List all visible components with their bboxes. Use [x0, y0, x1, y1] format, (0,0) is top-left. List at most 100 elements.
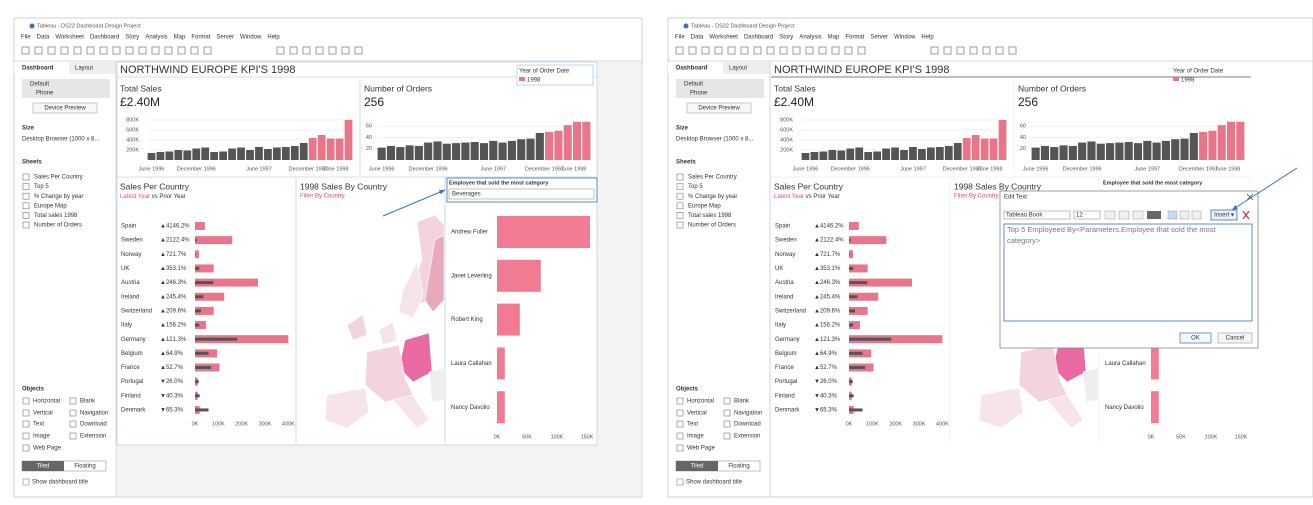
- cancel-button[interactable]: [1217, 332, 1253, 344]
- toggle-label[interactable]: Floating: [74, 464, 95, 470]
- button[interactable]: [686, 102, 752, 114]
- toolbar-icon[interactable]: [341, 46, 350, 55]
- toolbar-icon[interactable]: [34, 46, 43, 55]
- object-item[interactable]: Web Page: [687, 446, 716, 452]
- checkbox[interactable]: [22, 478, 30, 486]
- object-item[interactable]: Download: [734, 422, 761, 428]
- toolbar-icon[interactable]: [138, 46, 147, 55]
- sheet-item[interactable]: Europe Map: [34, 203, 67, 209]
- object-item[interactable]: Horizontal: [687, 399, 714, 405]
- map-country[interactable]: [378, 321, 398, 346]
- format-button[interactable]: [1132, 210, 1144, 220]
- object-item[interactable]: Extension: [734, 434, 760, 440]
- object-item[interactable]: Blank: [80, 399, 96, 405]
- toolbar-icon[interactable]: [328, 46, 337, 55]
- sheet-item[interactable]: Total sales 1998: [34, 213, 78, 219]
- toolbar-icon[interactable]: [956, 46, 965, 55]
- toolbar-icon[interactable]: [766, 46, 775, 55]
- active-tab[interactable]: [668, 62, 723, 74]
- menu-item[interactable]: Server: [216, 35, 234, 41]
- toolbar-icon[interactable]: [125, 46, 134, 55]
- sheet-item[interactable]: Sales Per Country: [34, 175, 83, 181]
- toolbar-icon[interactable]: [164, 46, 173, 55]
- tab[interactable]: Layout: [75, 66, 93, 72]
- menu-item[interactable]: Dashboard: [90, 35, 119, 41]
- tab[interactable]: Layout: [729, 66, 747, 72]
- object-item[interactable]: Blank: [734, 399, 750, 405]
- object-item[interactable]: Navigation: [80, 411, 108, 417]
- ok-button[interactable]: [1179, 332, 1212, 344]
- sheet-item[interactable]: Top 5: [34, 184, 49, 190]
- toolbar-icon[interactable]: [190, 46, 199, 55]
- map-country[interactable]: [424, 234, 445, 313]
- toolbar-icon[interactable]: [701, 46, 710, 55]
- align-button[interactable]: [1179, 210, 1190, 220]
- sheet-item[interactable]: Total sales 1998: [688, 213, 732, 219]
- object-item[interactable]: Horizontal: [33, 399, 60, 405]
- menu-item[interactable]: Format: [845, 35, 864, 41]
- toolbar-icon[interactable]: [740, 46, 749, 55]
- toolbar-icon[interactable]: [779, 46, 788, 55]
- format-button[interactable]: [1118, 210, 1130, 220]
- object-item[interactable]: Web Page: [33, 446, 62, 452]
- format-button[interactable]: [1104, 210, 1116, 220]
- menu-item[interactable]: Analysis: [799, 35, 821, 41]
- device-item[interactable]: Default: [684, 82, 703, 88]
- object-item[interactable]: Download: [80, 422, 107, 428]
- menu-item[interactable]: Server: [870, 35, 888, 41]
- toolbar-icon[interactable]: [276, 46, 285, 55]
- toolbar-icon[interactable]: [60, 46, 69, 55]
- toolbar-icon[interactable]: [930, 46, 939, 55]
- toolbar-icon[interactable]: [969, 46, 978, 55]
- toolbar-icon[interactable]: [1008, 46, 1017, 55]
- insert-button[interactable]: [1210, 209, 1238, 221]
- toggle-active[interactable]: [22, 461, 64, 471]
- toggle-label[interactable]: Tiled: [691, 464, 704, 470]
- object-item[interactable]: Vertical: [33, 411, 53, 417]
- sheet-item[interactable]: Top 5: [688, 184, 703, 190]
- sheet-item[interactable]: Europe Map: [688, 203, 721, 209]
- toolbar-icon[interactable]: [73, 46, 82, 55]
- device-item[interactable]: Default: [30, 82, 49, 88]
- map-country[interactable]: [978, 387, 1024, 429]
- toggle-label[interactable]: Floating: [728, 464, 749, 470]
- sheet-item[interactable]: Sales Per Country: [688, 175, 737, 181]
- object-item[interactable]: Text: [33, 422, 44, 428]
- toolbar-icon[interactable]: [47, 46, 56, 55]
- toolbar-icon[interactable]: [354, 46, 363, 55]
- device-item[interactable]: Phone: [690, 91, 708, 97]
- checkbox[interactable]: [676, 478, 684, 486]
- menu-item[interactable]: Data: [691, 35, 704, 41]
- object-item[interactable]: Image: [33, 434, 50, 440]
- size-select[interactable]: Desktop Browser (1000 x 8...: [22, 137, 100, 143]
- object-item[interactable]: Vertical: [687, 411, 707, 417]
- object-item[interactable]: Image: [687, 434, 704, 440]
- toggle-active[interactable]: [676, 461, 718, 471]
- map-country[interactable]: [392, 394, 430, 429]
- toolbar-icon[interactable]: [943, 46, 952, 55]
- toolbar-icon[interactable]: [995, 46, 1004, 55]
- toolbar-icon[interactable]: [112, 46, 121, 55]
- object-item[interactable]: Text: [687, 422, 698, 428]
- device-item[interactable]: Phone: [36, 91, 54, 97]
- object-item[interactable]: Extension: [80, 434, 106, 440]
- button[interactable]: [32, 102, 98, 114]
- size-select[interactable]: [1073, 210, 1101, 220]
- menu-item[interactable]: Worksheet: [55, 35, 84, 41]
- tab[interactable]: Dashboard: [676, 66, 708, 72]
- menu-item[interactable]: Worksheet: [709, 35, 738, 41]
- menu-item[interactable]: Help: [921, 35, 934, 41]
- map-country[interactable]: [346, 314, 368, 341]
- dropdown-value[interactable]: Beverages: [452, 192, 481, 198]
- menu-item[interactable]: Help: [267, 35, 280, 41]
- map-country[interactable]: [1046, 394, 1084, 429]
- text-area[interactable]: [1003, 223, 1253, 322]
- map-country[interactable]: [428, 367, 445, 403]
- toolbar-icon[interactable]: [86, 46, 95, 55]
- sheet-item[interactable]: Number of Orders: [34, 223, 82, 229]
- map-country[interactable]: [324, 387, 370, 429]
- map-country[interactable]: [1082, 367, 1099, 403]
- toolbar-icon[interactable]: [792, 46, 801, 55]
- sheet-item[interactable]: Number of Orders: [688, 223, 736, 229]
- size-select[interactable]: Desktop Browser (1000 x 8...: [676, 137, 754, 143]
